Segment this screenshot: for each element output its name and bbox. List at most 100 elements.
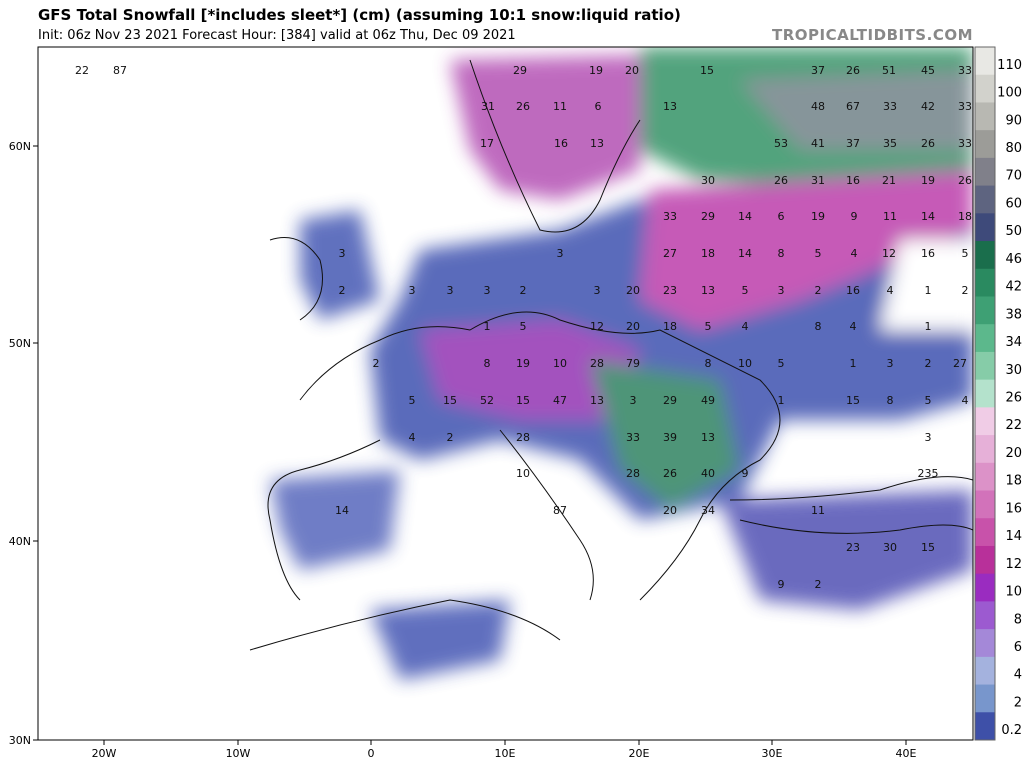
colorbar-swatch — [975, 379, 995, 408]
snow-value-label: 22 — [75, 64, 89, 77]
snow-value-label: 235 — [918, 467, 939, 480]
lon-label: 30E — [762, 747, 783, 760]
snow-value-label: 2 — [373, 357, 380, 370]
snow-value-label: 26 — [663, 467, 677, 480]
snow-value-label: 21 — [882, 174, 896, 187]
colorbar-label: 6 — [1014, 640, 1022, 655]
snow-value-label: 27 — [663, 247, 677, 260]
snow-value-label: 13 — [590, 394, 604, 407]
colorbar-swatch — [975, 601, 995, 630]
snow-value-label: 5 — [815, 247, 822, 260]
lon-label: 0 — [368, 747, 375, 760]
colorbar-label: 12 — [1005, 557, 1022, 572]
colorbar-label: 34 — [1005, 335, 1022, 350]
colorbar-label: 110 — [997, 58, 1022, 73]
snow-value-label: 48 — [811, 100, 825, 113]
colorbar-label: 60 — [1005, 196, 1022, 211]
snow-value-label: 42 — [921, 100, 935, 113]
snow-value-label: 4 — [409, 431, 416, 444]
snow-value-label: 10 — [516, 467, 530, 480]
snow-value-label: 39 — [663, 431, 677, 444]
colorbar-swatch — [975, 324, 995, 353]
snow-value-label: 15 — [516, 394, 530, 407]
snow-value-label: 33 — [958, 100, 972, 113]
snow-value-label: 9 — [851, 210, 858, 223]
snow-value-label: 45 — [921, 64, 935, 77]
snow-value-label: 16 — [846, 284, 860, 297]
snow-value-label: 16 — [921, 247, 935, 260]
colorbar-swatch — [975, 684, 995, 713]
snow-value-label: 30 — [883, 541, 897, 554]
snow-value-label: 28 — [626, 467, 640, 480]
snow-value-label: 15 — [443, 394, 457, 407]
snow-value-label: 53 — [774, 137, 788, 150]
title: GFS Total Snowfall [*includes sleet*] (c… — [38, 6, 681, 24]
snow-value-label: 31 — [481, 100, 495, 113]
colorbar-swatch — [975, 102, 995, 131]
snow-value-label: 11 — [883, 210, 897, 223]
snow-value-label: 13 — [663, 100, 677, 113]
snow-value-label: 15 — [846, 394, 860, 407]
snow-value-label: 40 — [701, 467, 715, 480]
snow-value-label: 3 — [594, 284, 601, 297]
lat-label: 40N — [9, 535, 31, 548]
snow-value-label: 18 — [663, 320, 677, 333]
snow-value-label: 8 — [778, 247, 785, 260]
snow-value-label: 31 — [811, 174, 825, 187]
snow-value-label: 47 — [553, 394, 567, 407]
snow-value-label: 2 — [815, 578, 822, 591]
colorbar-swatch — [975, 545, 995, 575]
snow-value-label: 15 — [700, 64, 714, 77]
snow-value-label: 26 — [846, 64, 860, 77]
snow-value-label: 52 — [480, 394, 494, 407]
snow-value-label: 5 — [705, 320, 712, 333]
colorbar-swatch — [975, 241, 995, 270]
lon-label: 10W — [226, 747, 251, 760]
snow-value-label: 3 — [630, 394, 637, 407]
snow-value-label: 13 — [590, 137, 604, 150]
snow-value-label: 14 — [738, 210, 752, 223]
colorbar-swatch — [975, 296, 995, 325]
snow-value-label: 8 — [705, 357, 712, 370]
snow-value-label: 8 — [484, 357, 491, 370]
snow-value-label: 2 — [447, 431, 454, 444]
colorbar-label: 70 — [1005, 169, 1022, 184]
snow-value-label: 37 — [811, 64, 825, 77]
colorbar-label: 30 — [1005, 363, 1022, 378]
snow-value-label: 87 — [553, 504, 567, 517]
colorbar-label: 14 — [1005, 529, 1022, 544]
snow-value-label: 19 — [811, 210, 825, 223]
snow-value-label: 5 — [409, 394, 416, 407]
colorbar-swatch — [975, 656, 995, 686]
snow-value-label: 26 — [516, 100, 530, 113]
snow-value-label: 16 — [554, 137, 568, 150]
snow-value-label: 18 — [958, 210, 972, 223]
snow-value-label: 12 — [590, 320, 604, 333]
snow-value-label: 3 — [447, 284, 454, 297]
colorbar-swatch — [975, 490, 995, 519]
colorbar-label: 0.2 — [1001, 723, 1022, 738]
colorbar-swatch — [975, 185, 995, 214]
snow-value-label: 2 — [925, 357, 932, 370]
snow-value-label: 26 — [774, 174, 788, 187]
snow-value-label: 33 — [958, 64, 972, 77]
colorbar-swatch — [975, 268, 995, 297]
snow-value-label: 1 — [925, 284, 932, 297]
snow-value-label: 79 — [626, 357, 640, 370]
snow-value-label: 20 — [626, 284, 640, 297]
lon-label: 20W — [92, 747, 117, 760]
colorbar-swatch — [975, 435, 995, 464]
colorbar-swatch — [975, 351, 995, 381]
colorbar-swatch — [975, 74, 995, 103]
snow-value-label: 8 — [887, 394, 894, 407]
snow-value-label: 1 — [778, 394, 785, 407]
snow-value-label: 10 — [553, 357, 567, 370]
snow-value-label: 27 — [953, 357, 967, 370]
snow-value-label: 19 — [921, 174, 935, 187]
lon-label: 40E — [896, 747, 917, 760]
snow-value-label: 4 — [851, 247, 858, 260]
colorbar-label: 20 — [1005, 446, 1022, 461]
colorbar-label: 8 — [1014, 612, 1022, 627]
snow-value-label: 14 — [335, 504, 349, 517]
